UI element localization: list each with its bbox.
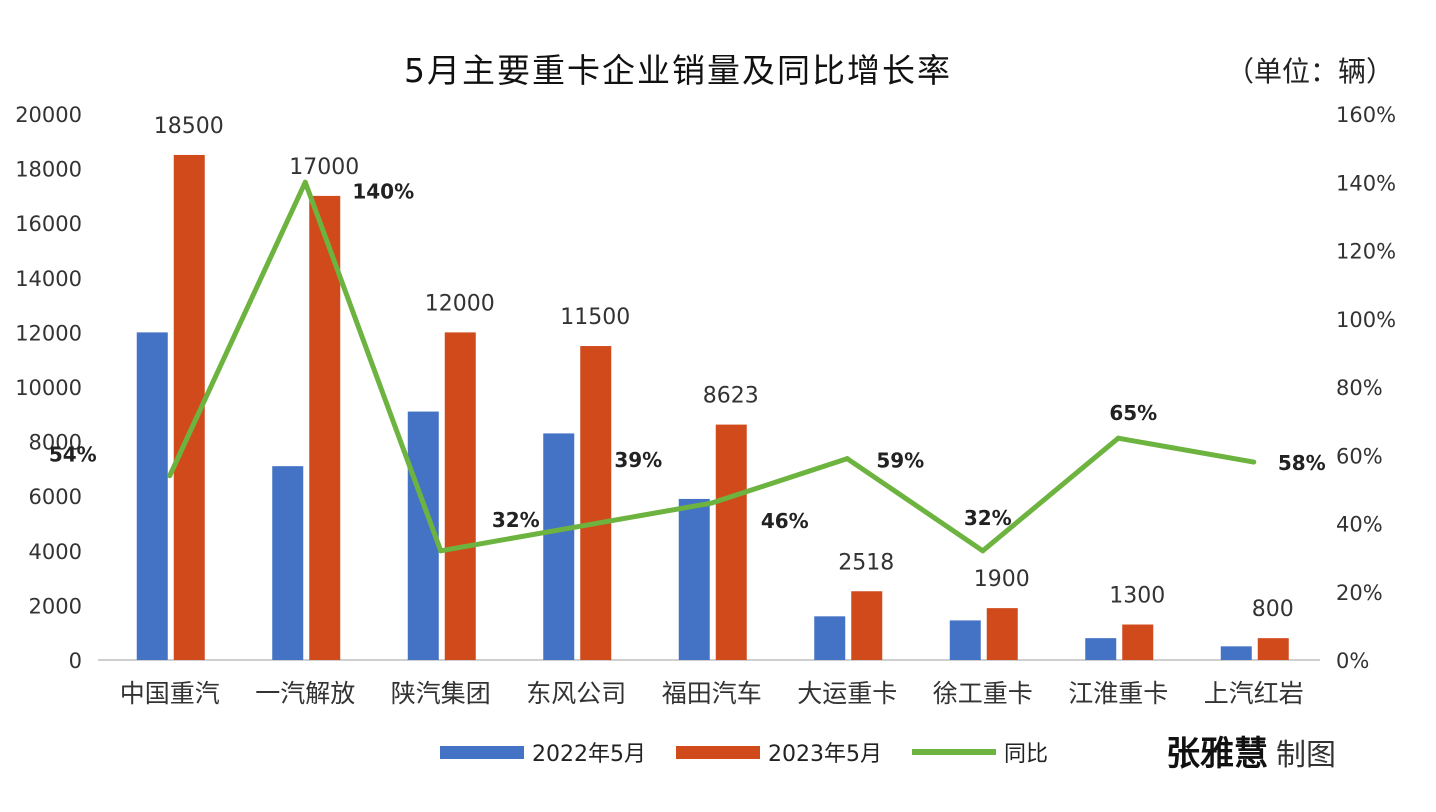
- bar-2023: [1122, 624, 1154, 660]
- bar-2023: [580, 346, 612, 660]
- credit-author: 张雅慧: [1166, 734, 1268, 774]
- bar-2023: [444, 332, 476, 660]
- y-right-tick-label: 20%: [1336, 581, 1383, 605]
- yoy-point: [573, 524, 579, 530]
- y-left-tick-label: 14000: [15, 267, 82, 291]
- y-left-tick-label: 6000: [29, 485, 82, 509]
- legend-item-2022: 2022年5月: [440, 736, 646, 768]
- data-label-2023: 1300: [1109, 584, 1165, 609]
- x-tick-label: 福田汽车: [662, 679, 762, 708]
- yoy-point: [709, 500, 715, 506]
- yoy-label: 58%: [1278, 451, 1326, 475]
- legend-label-yoy: 同比: [1004, 742, 1049, 767]
- legend-item-yoy: 同比: [912, 736, 1048, 768]
- yoy-point: [980, 548, 986, 554]
- x-tick-label: 大运重卡: [797, 679, 897, 708]
- yoy-label: 32%: [964, 506, 1012, 530]
- bar-2023: [986, 608, 1018, 660]
- x-tick-label: 江淮重卡: [1068, 679, 1168, 708]
- yoy-point: [438, 548, 444, 554]
- y-left-tick-label: 8000: [29, 431, 82, 455]
- data-label-2023: 11500: [560, 305, 630, 330]
- legend-swatch-2023: [676, 745, 760, 759]
- legend-label-2023: 2023年5月: [768, 742, 882, 767]
- yoy-label: 39%: [614, 448, 662, 472]
- yoy-label: 54%: [49, 443, 97, 467]
- y-right-tick-label: 120%: [1336, 240, 1396, 264]
- bar-2022: [1220, 646, 1252, 660]
- bar-2022: [136, 332, 168, 660]
- yoy-point: [167, 473, 173, 479]
- legend-item-2023: 2023年5月: [676, 736, 882, 768]
- x-tick-label: 陕汽集团: [391, 679, 491, 708]
- data-label-2023: 12000: [425, 291, 495, 316]
- credit-action: 制图: [1276, 738, 1336, 773]
- y-right-tick-label: 80%: [1336, 376, 1383, 400]
- y-left-tick-label: 2000: [29, 594, 82, 618]
- data-label-2023: 18500: [154, 114, 224, 139]
- bar-2023: [309, 195, 341, 660]
- unit-label: （单位：辆）: [1225, 55, 1394, 88]
- x-tick-label: 徐工重卡: [933, 679, 1033, 708]
- y-right-tick-label: 60%: [1336, 444, 1383, 468]
- yoy-label: 65%: [1109, 401, 1157, 425]
- yoy-point: [1115, 435, 1121, 441]
- y-left-tick-label: 0: [69, 649, 82, 673]
- bar-2022: [949, 620, 981, 660]
- bar-2023: [715, 424, 747, 660]
- y-right-tick-label: 160%: [1336, 103, 1396, 127]
- x-tick-label: 东风公司: [526, 679, 626, 708]
- yoy-label: 46%: [761, 509, 809, 533]
- x-tick-label: 上汽红岩: [1204, 679, 1304, 708]
- y-right-tick-label: 0%: [1336, 649, 1369, 673]
- data-label-2023: 800: [1252, 597, 1294, 622]
- bar-2022: [814, 616, 846, 660]
- y-right-tick-label: 100%: [1336, 308, 1396, 332]
- data-label-2023: 1900: [974, 567, 1030, 592]
- yoy-label: 59%: [876, 449, 924, 473]
- y-left-tick-label: 18000: [15, 158, 82, 182]
- y-left-tick-label: 4000: [29, 540, 82, 564]
- data-label-2023: 2518: [838, 550, 894, 575]
- bar-2022: [543, 433, 575, 660]
- y-left-tick-label: 16000: [15, 212, 82, 236]
- y-left-tick-label: 10000: [15, 376, 82, 400]
- y-left-tick-label: 12000: [15, 321, 82, 345]
- legend: 2022年5月 2023年5月 同比: [440, 736, 1078, 768]
- credit: 张雅慧 制图: [1166, 726, 1336, 775]
- legend-swatch-2022: [440, 745, 524, 759]
- yoy-label: 140%: [352, 179, 414, 203]
- yoy-point: [1251, 459, 1257, 465]
- x-tick-label: 一汽解放: [255, 679, 355, 708]
- data-label-2023: 17000: [289, 155, 359, 180]
- bar-2022: [1085, 638, 1117, 660]
- bar-2022: [678, 498, 710, 660]
- bar-2022: [272, 466, 304, 660]
- legend-label-2022: 2022年5月: [532, 742, 646, 767]
- yoy-point: [844, 456, 850, 462]
- y-right-tick-label: 140%: [1336, 171, 1396, 195]
- yoy-label: 32%: [492, 508, 540, 532]
- bar-2023: [851, 591, 883, 660]
- yoy-point: [302, 179, 308, 185]
- bar-2023: [1257, 638, 1289, 660]
- data-label-2023: 8623: [703, 384, 759, 409]
- x-tick-label: 中国重汽: [120, 679, 220, 708]
- y-right-tick-label: 40%: [1336, 513, 1383, 537]
- chart-title: 5月主要重卡企业销量及同比增长率: [404, 51, 952, 90]
- legend-swatch-yoy: [912, 749, 996, 755]
- y-left-tick-label: 20000: [15, 103, 82, 127]
